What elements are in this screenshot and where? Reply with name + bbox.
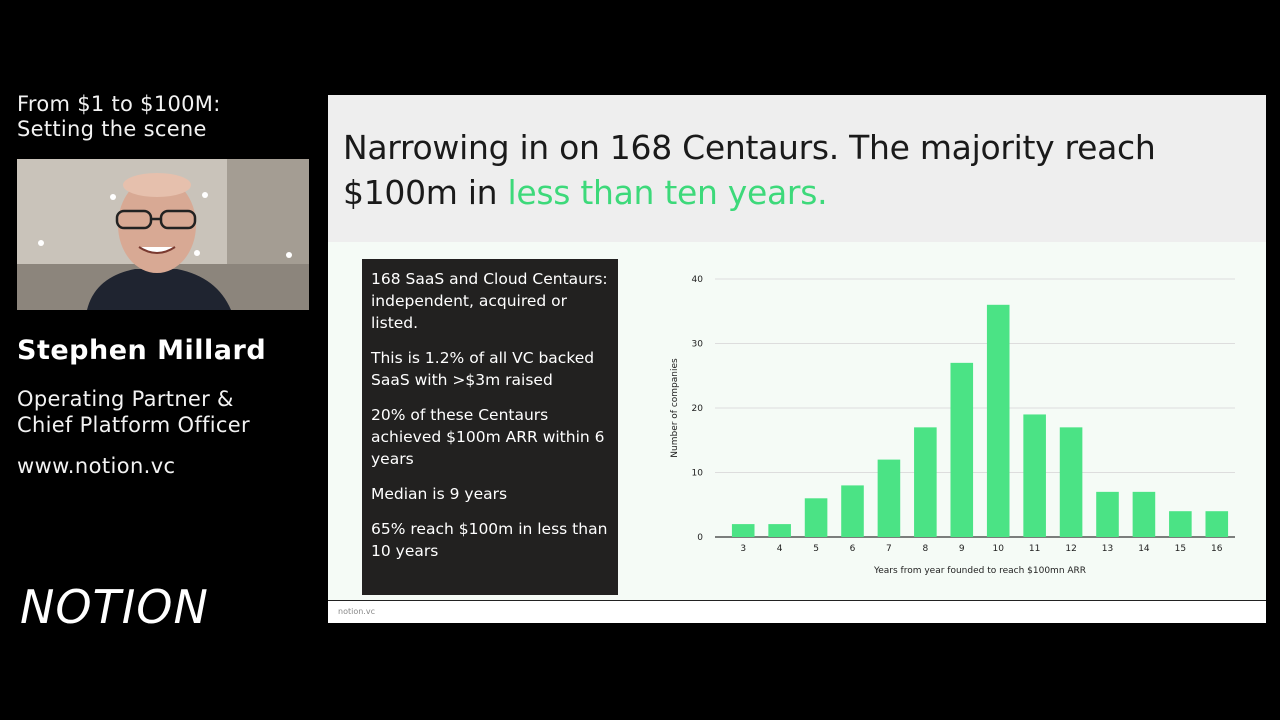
- bar: [731, 524, 755, 537]
- slide-title-text: Narrowing in on 168 Centaurs. The majori…: [343, 128, 1156, 212]
- slide-footer: notion.vc: [338, 607, 375, 616]
- bar: [914, 427, 937, 537]
- x-tick-label: 4: [777, 544, 783, 554]
- session-title-line2: Setting the scene: [17, 117, 207, 141]
- bar: [1059, 427, 1083, 537]
- y-tick-label: 40: [692, 275, 704, 285]
- speaker-role: Operating Partner & Chief Platform Offic…: [17, 386, 307, 438]
- slide-title: Narrowing in on 168 Centaurs. The majori…: [343, 125, 1258, 215]
- bar: [877, 459, 901, 537]
- bar-chart: 0 10 20 30 40 3 4 5 6 7 8 9 10 11 12 13 14 15 16 Years from…: [670, 275, 1235, 576]
- slide-title-highlight: less than ten years.: [507, 173, 828, 212]
- x-tick-label: 16: [1211, 544, 1223, 554]
- slide-footer-divider: [328, 600, 1266, 601]
- info-bullet: 20% of these Centaurs achieved $100m ARR…: [371, 406, 605, 468]
- x-axis-label: Years from year founded to reach $100mn …: [873, 566, 1086, 576]
- notion-logo: NOTION: [20, 580, 209, 634]
- x-tick-label: 8: [922, 544, 928, 554]
- y-tick-label: 0: [697, 533, 703, 543]
- speaker-video: [17, 159, 309, 310]
- info-bullet: Median is 9 years: [371, 485, 508, 503]
- x-tick-label: 15: [1175, 544, 1186, 554]
- y-tick-label: 30: [692, 340, 704, 350]
- info-bullet: 65% reach $100m in less than 10 years: [371, 520, 608, 560]
- bar: [1023, 414, 1046, 537]
- x-tick-label: 11: [1029, 544, 1040, 554]
- info-bullet: This is 1.2% of all VC backed SaaS with …: [371, 349, 595, 389]
- x-tick-label: 7: [886, 544, 892, 554]
- bar: [950, 362, 974, 537]
- slide-header: [328, 95, 1266, 242]
- bar: [1132, 491, 1156, 537]
- x-tick-label: 6: [850, 544, 856, 554]
- y-axis-label: Number of companies: [670, 358, 680, 458]
- x-tick-label: 5: [813, 544, 819, 554]
- x-tick-label: 3: [740, 544, 746, 554]
- session-title: From $1 to $100M: Setting the scene: [17, 92, 307, 142]
- bar: [1205, 511, 1229, 537]
- bar: [1169, 511, 1192, 537]
- info-box: 168 SaaS and Cloud Centaurs: independent…: [362, 259, 618, 595]
- x-tick-label: 10: [992, 544, 1004, 554]
- x-tick-label: 13: [1102, 544, 1113, 554]
- speaker-role-line1: Operating Partner &: [17, 387, 234, 411]
- bar: [1096, 491, 1119, 537]
- y-tick-label: 10: [692, 469, 704, 479]
- speaker-video-frame: [17, 159, 309, 310]
- x-tick-label: 12: [1065, 544, 1076, 554]
- bar: [804, 498, 828, 537]
- x-tick-label: 9: [959, 544, 965, 554]
- speaker-name: Stephen Millard: [17, 335, 267, 366]
- speaker-website[interactable]: www.notion.vc: [17, 454, 176, 478]
- speaker-role-line2: Chief Platform Officer: [17, 413, 250, 437]
- x-tick-label: 14: [1138, 544, 1150, 554]
- session-title-line1: From $1 to $100M:: [17, 92, 221, 116]
- presentation-slide: Narrowing in on 168 Centaurs. The majori…: [328, 95, 1266, 623]
- bar: [841, 485, 864, 537]
- info-bullet: 168 SaaS and Cloud Centaurs: independent…: [371, 270, 608, 332]
- bar: [768, 524, 791, 537]
- y-tick-label: 20: [692, 404, 704, 414]
- bar: [986, 304, 1010, 537]
